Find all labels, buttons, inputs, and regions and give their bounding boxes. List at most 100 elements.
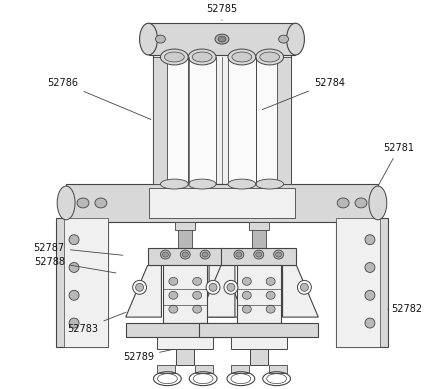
- Ellipse shape: [95, 198, 107, 208]
- Bar: [250, 349, 268, 365]
- Ellipse shape: [227, 283, 235, 291]
- Text: 52786: 52786: [48, 78, 151, 119]
- Ellipse shape: [297, 280, 311, 294]
- Ellipse shape: [254, 250, 264, 259]
- Ellipse shape: [160, 179, 188, 189]
- Ellipse shape: [300, 283, 308, 291]
- Bar: [179, 222, 192, 248]
- Ellipse shape: [169, 277, 178, 286]
- Ellipse shape: [234, 250, 244, 259]
- Ellipse shape: [132, 280, 147, 294]
- Ellipse shape: [228, 49, 256, 65]
- Ellipse shape: [242, 305, 251, 313]
- Ellipse shape: [180, 250, 190, 259]
- Bar: [268, 365, 287, 373]
- Bar: [126, 323, 245, 337]
- Ellipse shape: [169, 305, 178, 313]
- Ellipse shape: [69, 318, 79, 328]
- Ellipse shape: [266, 277, 275, 286]
- Bar: [153, 57, 167, 184]
- Polygon shape: [199, 265, 235, 317]
- Ellipse shape: [279, 35, 288, 43]
- Text: 52788: 52788: [34, 256, 116, 273]
- Ellipse shape: [209, 283, 217, 291]
- Polygon shape: [283, 265, 319, 317]
- Ellipse shape: [200, 250, 210, 259]
- Bar: [336, 218, 388, 347]
- Ellipse shape: [218, 36, 226, 42]
- Bar: [271, 55, 280, 69]
- Bar: [153, 37, 291, 184]
- Polygon shape: [209, 265, 245, 317]
- Ellipse shape: [188, 179, 216, 189]
- Bar: [160, 57, 188, 184]
- Ellipse shape: [242, 277, 251, 286]
- Bar: [199, 323, 319, 337]
- Ellipse shape: [188, 49, 216, 65]
- Text: 52784: 52784: [262, 78, 345, 110]
- Ellipse shape: [276, 252, 282, 257]
- Ellipse shape: [77, 198, 89, 208]
- Text: 52787: 52787: [34, 243, 123, 255]
- Ellipse shape: [266, 291, 275, 299]
- Bar: [148, 188, 295, 218]
- Bar: [252, 222, 266, 248]
- Ellipse shape: [232, 52, 252, 62]
- Ellipse shape: [160, 250, 171, 259]
- Ellipse shape: [228, 179, 256, 189]
- Ellipse shape: [163, 252, 168, 257]
- Bar: [243, 55, 253, 69]
- Text: 52781: 52781: [378, 143, 414, 186]
- Ellipse shape: [287, 23, 304, 55]
- Ellipse shape: [365, 235, 375, 245]
- Ellipse shape: [260, 52, 280, 62]
- Ellipse shape: [369, 186, 387, 220]
- Bar: [157, 337, 213, 349]
- Ellipse shape: [256, 252, 262, 257]
- Ellipse shape: [160, 49, 188, 65]
- Ellipse shape: [224, 280, 238, 294]
- Text: 52789: 52789: [123, 349, 173, 362]
- Ellipse shape: [164, 52, 184, 62]
- Text: 52785: 52785: [206, 4, 237, 21]
- Ellipse shape: [193, 291, 202, 299]
- Ellipse shape: [365, 318, 375, 328]
- Bar: [231, 365, 249, 373]
- Ellipse shape: [69, 290, 79, 300]
- Bar: [195, 365, 213, 373]
- Ellipse shape: [69, 263, 79, 272]
- Bar: [56, 218, 108, 347]
- Bar: [148, 23, 295, 55]
- Ellipse shape: [57, 186, 75, 220]
- Bar: [188, 57, 216, 184]
- Ellipse shape: [274, 250, 284, 259]
- Bar: [336, 218, 380, 347]
- Bar: [163, 265, 207, 323]
- Bar: [237, 265, 280, 323]
- Text: 52782: 52782: [388, 304, 422, 314]
- Ellipse shape: [266, 305, 275, 313]
- Ellipse shape: [202, 252, 208, 257]
- Ellipse shape: [355, 198, 367, 208]
- Ellipse shape: [193, 277, 202, 286]
- Ellipse shape: [155, 35, 165, 43]
- Text: 52783: 52783: [67, 312, 126, 334]
- Bar: [66, 184, 378, 222]
- Ellipse shape: [140, 23, 157, 55]
- Bar: [256, 57, 284, 184]
- Ellipse shape: [256, 49, 284, 65]
- Bar: [163, 55, 173, 69]
- Polygon shape: [126, 265, 161, 317]
- Ellipse shape: [193, 305, 202, 313]
- Bar: [191, 55, 201, 69]
- Bar: [157, 365, 175, 373]
- Bar: [176, 349, 194, 365]
- Ellipse shape: [365, 263, 375, 272]
- Bar: [231, 337, 287, 349]
- Ellipse shape: [236, 252, 242, 257]
- Ellipse shape: [69, 235, 79, 245]
- Bar: [175, 222, 195, 230]
- Bar: [221, 248, 296, 265]
- Ellipse shape: [337, 198, 349, 208]
- Ellipse shape: [192, 52, 212, 62]
